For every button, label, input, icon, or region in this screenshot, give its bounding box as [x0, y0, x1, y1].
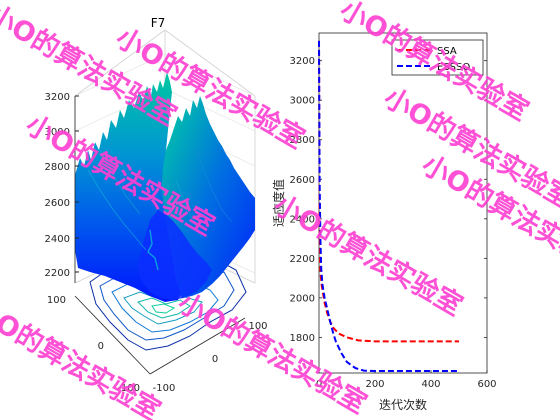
- legend: SSA ESSSO: [391, 39, 484, 76]
- contour-line: [151, 303, 176, 314]
- x-tick-label: -100: [153, 383, 176, 394]
- y-tick-label: 2400: [290, 214, 315, 225]
- y-tick-label: 3000: [290, 96, 315, 107]
- z-tick-label: 2600: [45, 198, 70, 209]
- surface-ridge: [147, 229, 159, 271]
- surface-ridge: [175, 179, 203, 239]
- x-tick-label: 200: [365, 379, 384, 390]
- series-line-essso: [318, 40, 459, 372]
- surface-y-ticks: 100 0 -100: [47, 295, 140, 394]
- surface-ridge: [195, 149, 233, 223]
- y-tick-label: 1800: [290, 333, 315, 344]
- surface-front-axes: [74, 96, 246, 375]
- surface-valley: [138, 210, 212, 300]
- y-tick-label: 3200: [290, 56, 315, 67]
- surface-x-ticks: -100 0 100: [153, 321, 268, 394]
- surface-z-ticks: 2200 2400 2600 2800 3000 3200: [45, 92, 79, 279]
- legend-label-ssa: SSA: [437, 46, 457, 57]
- z-tick-label: 3200: [45, 92, 70, 103]
- legend-box: [391, 39, 484, 76]
- watermark-text: 小O的算法实验室: [0, 293, 166, 420]
- surface-plot: F7: [45, 16, 268, 394]
- convergence-lines: [318, 40, 459, 372]
- y-tick-label: 2200: [290, 254, 315, 265]
- surface-mesh: [75, 72, 255, 302]
- y-tick-label: 2000: [290, 293, 315, 304]
- convergence-plot: 0 200 400 600 1800 2000 2200 2400 2600 2800 3000 32…: [271, 32, 497, 412]
- z-tick-label: 3000: [45, 127, 70, 138]
- y-tick-label: 0: [98, 341, 104, 352]
- surface-title: F7: [151, 16, 166, 30]
- surface-ridge: [87, 169, 147, 251]
- x-axis-label: 迭代次数: [379, 397, 427, 412]
- surface-ridge: [99, 149, 141, 215]
- z-tick-label: 2400: [45, 234, 70, 245]
- y-tick-label: 2600: [290, 175, 315, 186]
- contour-line: [137, 297, 191, 319]
- y-tick-label: -100: [117, 383, 140, 394]
- x-tick-label: 0: [316, 379, 322, 390]
- z-tick-label: 2800: [45, 162, 70, 173]
- y-axis-label: 适应度值: [271, 179, 286, 227]
- y-tick-label: 100: [47, 295, 66, 306]
- x-tick-label: 100: [248, 321, 267, 332]
- y-tick-label: 2800: [290, 135, 315, 146]
- x-tick-label: 400: [421, 379, 440, 390]
- legend-label-essso: ESSSO: [437, 62, 470, 73]
- plot-area: [318, 32, 488, 374]
- x-tick-label: 0: [212, 354, 218, 365]
- z-tick-label: 2200: [45, 268, 70, 279]
- x-tick-label: 600: [477, 379, 496, 390]
- convergence-ticks: 0 200 400 600 1800 2000 2200 2400 2600 2800 3000 32…: [290, 56, 497, 390]
